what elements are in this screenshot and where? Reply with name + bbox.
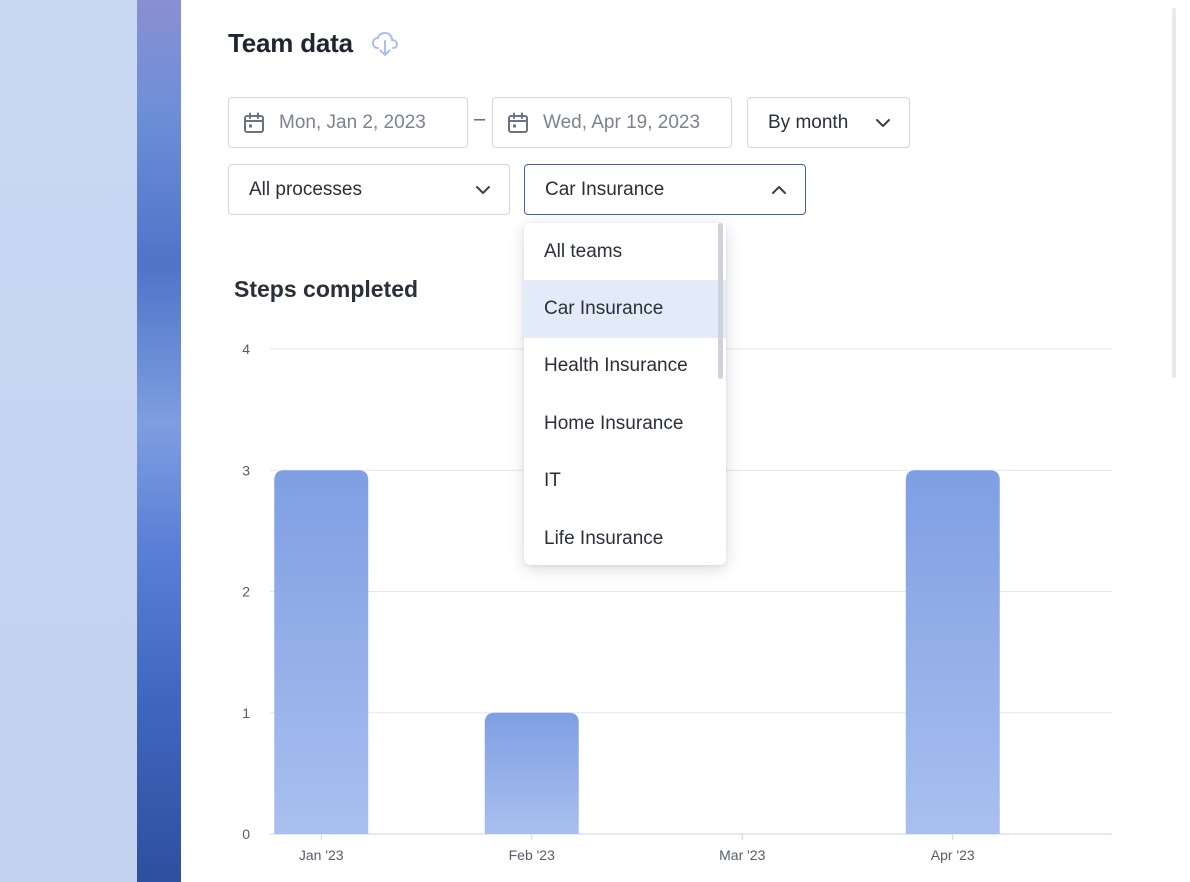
- background-left: [0, 0, 137, 882]
- title-row: Team data: [228, 28, 399, 59]
- x-tick-label: Apr '23: [931, 847, 975, 863]
- bar[interactable]: [484, 712, 579, 834]
- x-tick-label: Jan '23: [299, 847, 344, 863]
- chevron-down-icon: [475, 185, 491, 195]
- y-tick-label: 4: [242, 341, 250, 357]
- team-option-car-insurance[interactable]: Car Insurance: [524, 280, 726, 338]
- calendar-icon: [507, 112, 529, 134]
- end-date-value: Wed, Apr 19, 2023: [543, 111, 701, 133]
- start-date-value: Mon, Jan 2, 2023: [279, 111, 426, 133]
- page-scrollbar[interactable]: [1172, 8, 1176, 378]
- x-tick-label: Feb '23: [509, 847, 555, 863]
- menu-scrollbar[interactable]: [718, 223, 723, 379]
- team-option-it[interactable]: IT: [544, 470, 561, 492]
- process-value: All processes: [249, 178, 362, 200]
- interval-select[interactable]: By month: [747, 97, 910, 148]
- cloud-download-icon[interactable]: [371, 31, 399, 57]
- team-option-home-insurance[interactable]: Home Insurance: [544, 412, 684, 434]
- y-tick-label: 1: [242, 705, 250, 721]
- chevron-up-icon: [771, 185, 787, 195]
- bar[interactable]: [905, 470, 1000, 834]
- y-tick-label: 0: [242, 826, 250, 842]
- team-option-all-teams[interactable]: All teams: [544, 240, 623, 262]
- start-date-field[interactable]: Mon, Jan 2, 2023: [228, 97, 468, 148]
- team-dropdown-menu: All teams Car Insurance Health Insurance…: [524, 223, 726, 565]
- y-tick-label: 2: [242, 584, 250, 600]
- calendar-icon: [243, 112, 265, 134]
- interval-value: By month: [768, 111, 849, 133]
- date-separator: –: [474, 108, 486, 130]
- x-tick-label: Mar '23: [719, 847, 765, 863]
- team-option-health-insurance[interactable]: Health Insurance: [544, 355, 688, 377]
- chart-title: Steps completed: [234, 276, 419, 302]
- team-value: Car Insurance: [545, 178, 665, 200]
- team-option-life-insurance[interactable]: Life Insurance: [544, 527, 664, 549]
- team-select[interactable]: Car Insurance: [524, 164, 806, 215]
- end-date-field[interactable]: Wed, Apr 19, 2023: [492, 97, 732, 148]
- bar[interactable]: [274, 470, 369, 834]
- y-tick-label: 3: [242, 462, 250, 478]
- page-title: Team data: [228, 28, 353, 58]
- process-select[interactable]: All processes: [228, 164, 510, 215]
- background-strip: [137, 0, 181, 882]
- chevron-down-icon: [875, 118, 891, 128]
